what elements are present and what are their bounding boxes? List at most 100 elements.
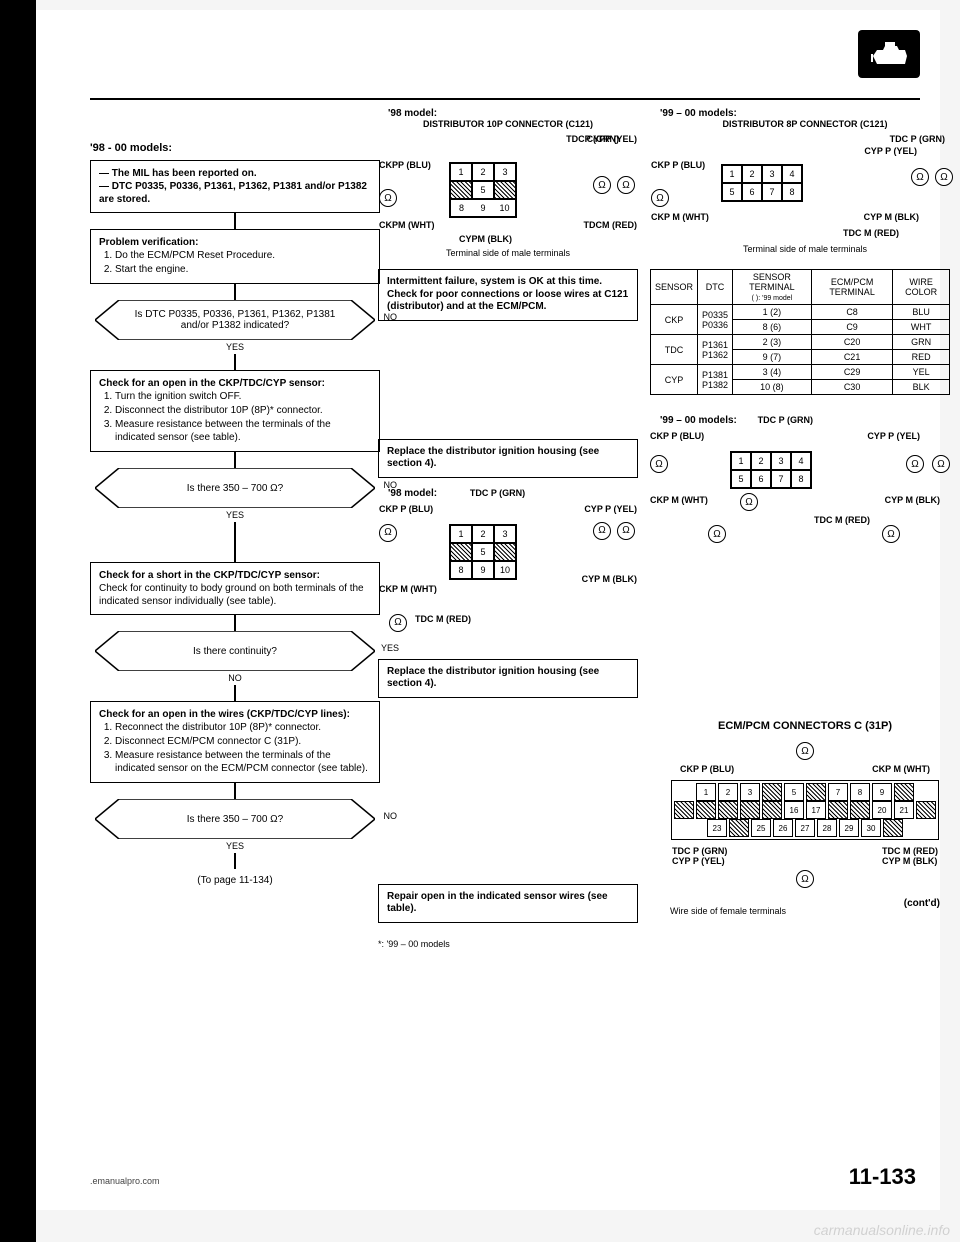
intermittent-box: Intermittent failure, system is OK at th… [378, 269, 638, 321]
right-99-label: '99 – 00 models: [660, 108, 960, 119]
footer-url: .emanualpro.com [90, 1176, 160, 1186]
verify-title: Problem verification: [99, 236, 371, 249]
replace-box-a: Replace the distributor ignition housing… [378, 439, 638, 478]
right-99b-label: '99 – 00 models: [660, 415, 737, 426]
decision4-text: Is there 350 – 700 Ω? [95, 799, 375, 839]
lbl-ckpp2: CKP P (BLU) [379, 504, 433, 514]
lbl-tdcm: TDCM (RED) [584, 220, 638, 230]
ohm-icon: Ω [906, 455, 924, 473]
r-tdcp: TDC P (GRN) [890, 134, 945, 144]
lbl-cypp: CYPP (YEL) [587, 134, 637, 144]
ohm-icon: Ω [379, 189, 397, 207]
engine-icon [858, 30, 920, 78]
wires-check-title: Check for an open in the wires (CKP/TDC/… [99, 708, 371, 721]
wires-s2: Disconnect ECM/PCM connector C (31P). [115, 735, 371, 748]
th-sensor: SENSOR [651, 270, 698, 305]
th-ecm: ECM/PCM TERMINAL [811, 270, 892, 305]
open-s3: Measure resistance between the terminals… [115, 418, 371, 444]
decision3-text: Is there continuity? [95, 631, 375, 671]
ohm-icon: Ω [932, 455, 950, 473]
decision-350-700-a: Is there 350 – 700 Ω? NO [95, 468, 375, 508]
sensor-table: SENSOR DTC SENSOR TERMINAL( ): '99 model… [650, 269, 950, 395]
r-ckpm2: CKP M (WHT) [650, 495, 708, 505]
open-s1: Turn the ignition switch OFF. [115, 390, 371, 403]
start-line1: — The MIL has been reported on. [99, 167, 371, 180]
decision-350-700-b: Is there 350 – 700 Ω? NO [95, 799, 375, 839]
ohm-icon: Ω [740, 493, 758, 511]
r-ckpm: CKP M (WHT) [651, 212, 709, 222]
th-wire: WIRE COLOR [893, 270, 950, 305]
ohm-icon: Ω [650, 455, 668, 473]
r-tdcp2: TDC P (GRN) [758, 415, 813, 425]
short-check-title: Check for a short in the CKP/TDC/CYP sen… [99, 569, 371, 582]
contd: (cont'd) [904, 898, 940, 916]
lbl-cypm2: CYP M (BLK) [582, 574, 637, 584]
th-dtc: DTC [698, 270, 733, 305]
r-terminal-note: Terminal side of male terminals [651, 244, 959, 254]
ohm-icon: Ω [708, 525, 726, 543]
lbl-ckpm2: CKP M (WHT) [379, 584, 437, 594]
verify-step1: Do the ECM/PCM Reset Procedure. [115, 249, 371, 262]
decision1-text: Is DTC P0335, P0336, P1361, P1362, P1381… [95, 300, 375, 340]
to-page: (To page 11-134) [90, 875, 380, 886]
ecm-tdcm: TDC M (RED) [882, 846, 938, 856]
r-cypp2: CYP P (YEL) [867, 431, 920, 441]
start-box: — The MIL has been reported on. — DTC P0… [90, 160, 380, 213]
ohm-icon: Ω [593, 522, 611, 540]
replace-box-b: Replace the distributor ignition housing… [378, 659, 638, 698]
terminal-note-98: Terminal side of male terminals [379, 248, 637, 258]
ohm-icon: Ω [882, 525, 900, 543]
no3-label: NO [90, 673, 380, 683]
page-number: 11-133 [849, 1164, 916, 1190]
decision-continuity: Is there continuity? YES [95, 631, 375, 671]
yes1-label: YES [90, 342, 380, 352]
lbl-ckpp: CKPP (BLU) [379, 160, 431, 170]
yes2-label: YES [90, 510, 380, 520]
ohm-icon: Ω [379, 524, 397, 542]
lbl-cypm: CYPM (BLK) [459, 234, 512, 244]
lbl-tdcp2: TDC P (GRN) [470, 488, 525, 498]
yes4-label: YES [90, 841, 380, 851]
r-ckpp: CKP P (BLU) [651, 160, 705, 170]
verify-step2: Start the engine. [115, 263, 371, 276]
r-cypm: CYP M (BLK) [864, 212, 919, 222]
th-sterm: SENSOR TERMINAL( ): '99 model [733, 270, 812, 305]
ohm-icon: Ω [617, 522, 635, 540]
mid-98-label: '98 model: [388, 108, 638, 119]
start-line2: — DTC P0335, P0336, P1361, P1362, P1381 … [99, 180, 371, 206]
ohm-icon: Ω [389, 614, 407, 632]
ohm-icon: Ω [935, 168, 953, 186]
model-label-98: '98 - 00 models: [90, 142, 380, 154]
open-check-box: Check for an open in the CKP/TDC/CYP sen… [90, 370, 380, 452]
footnote: *: '99 – 00 models [378, 939, 638, 949]
ohm-icon: Ω [796, 870, 814, 888]
ecm-section: ECM/PCM CONNECTORS C (31P) Ω CKP P (BLU)… [650, 720, 960, 916]
ohm-icon: Ω [911, 168, 929, 186]
wires-s1: Reconnect the distributor 10P (8P)* conn… [115, 721, 371, 734]
open-s2: Disconnect the distributor 10P (8P)* con… [115, 404, 371, 417]
connector-10p-diagram-b: CKP P (BLU) CYP P (YEL) Ω Ω Ω 123 456 89… [378, 503, 638, 653]
decision2-text: Is there 350 – 700 Ω? [95, 468, 375, 508]
ohm-icon: Ω [651, 189, 669, 207]
ecm-ckpm: CKP M (WHT) [872, 764, 930, 774]
r-cypp: CYP P (YEL) [864, 146, 917, 156]
r-tdcm: TDC M (RED) [843, 228, 899, 238]
open-check-title: Check for an open in the CKP/TDC/CYP sen… [99, 377, 371, 390]
mid-98b-label: '98 model: [388, 488, 437, 499]
ecm-ckpp: CKP P (BLU) [680, 764, 734, 774]
ecm-tdcp: TDC P (GRN) [672, 846, 727, 856]
short-body: Check for continuity to body ground on b… [99, 582, 371, 608]
r-tdcm2: TDC M (RED) [814, 515, 870, 525]
watermark: carmanualsonline.info [814, 1222, 950, 1238]
lbl-tdcm2: TDC M (RED) [415, 614, 471, 624]
dist-8p-title: DISTRIBUTOR 8P CONNECTOR (C121) [650, 119, 960, 129]
connector-10p-diagram: TDCP (GRN) CYPP (YEL) CKPP (BLU) 123 456… [378, 133, 638, 263]
ohm-icon: Ω [593, 176, 611, 194]
short-check-box: Check for a short in the CKP/TDC/CYP sen… [90, 562, 380, 615]
connector-8p-diagram-b: '99 – 00 models: TDC P (GRN) CKP P (BLU)… [650, 415, 960, 560]
lbl-ckpm: CKPM (WHT) [379, 220, 435, 230]
wires-check-box: Check for an open in the wires (CKP/TDC/… [90, 701, 380, 783]
decision-dtc: Is DTC P0335, P0336, P1361, P1362, P1381… [95, 300, 375, 340]
repair-box: Repair open in the indicated sensor wire… [378, 884, 638, 923]
dist-10p-title: DISTRIBUTOR 10P CONNECTOR (C121) [378, 119, 638, 129]
